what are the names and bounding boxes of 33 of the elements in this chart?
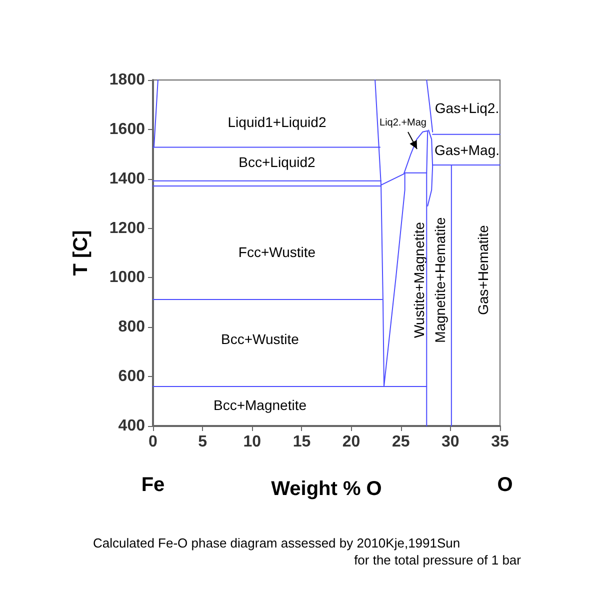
x-tick-label: 30 <box>442 434 460 450</box>
annotation: Liquid1+Liquid2 <box>228 114 326 130</box>
annotation: Gas+Mag. <box>434 142 500 158</box>
x-tick-label: 5 <box>198 434 208 450</box>
y-tick-label: 1200 <box>109 220 146 237</box>
annotation: Bcc+Magnetite <box>214 397 307 413</box>
x-tick-label: 10 <box>243 434 262 450</box>
x-tick-label: 25 <box>392 434 410 450</box>
y-tick-label: 1800 <box>109 72 146 88</box>
y-tick-label: 1600 <box>109 120 146 138</box>
annotation: Bcc+Liquid2 <box>238 154 316 170</box>
y-tick-label: 1400 <box>109 170 146 188</box>
x-tick-label: 20 <box>342 434 360 450</box>
annotation: Bcc+Wustite <box>221 331 300 347</box>
x-tick-label: 35 <box>491 434 509 450</box>
annotation: Gas+Hematite <box>475 224 491 315</box>
y-axis-title: T [C] <box>70 230 92 276</box>
y-tick-label: 400 <box>118 418 146 434</box>
x-tick-label: 15 <box>292 434 311 450</box>
annotation: Wustite+Magnetite <box>411 222 427 338</box>
x-tick-label: 0 <box>148 434 158 450</box>
x-axis-title: Weight % O <box>271 478 382 500</box>
annotation: Gas+Liq2. <box>434 100 500 116</box>
annotation: Liq2.+Mag <box>380 118 426 128</box>
y-tick-label: 800 <box>118 318 146 336</box>
text: for the total pressure of 1 bar <box>354 552 522 568</box>
text: Calculated Fe-O phase diagram assessed by 2010Kje,1991Sun <box>93 536 460 550</box>
text: Fe <box>141 474 165 496</box>
y-tick-label: 1000 <box>109 269 146 286</box>
annotation: Magnetite+Hematite <box>432 216 448 343</box>
y-tick-label: 600 <box>118 368 146 386</box>
annotation: Fcc+Wustite <box>238 244 316 260</box>
text: O <box>497 474 513 496</box>
